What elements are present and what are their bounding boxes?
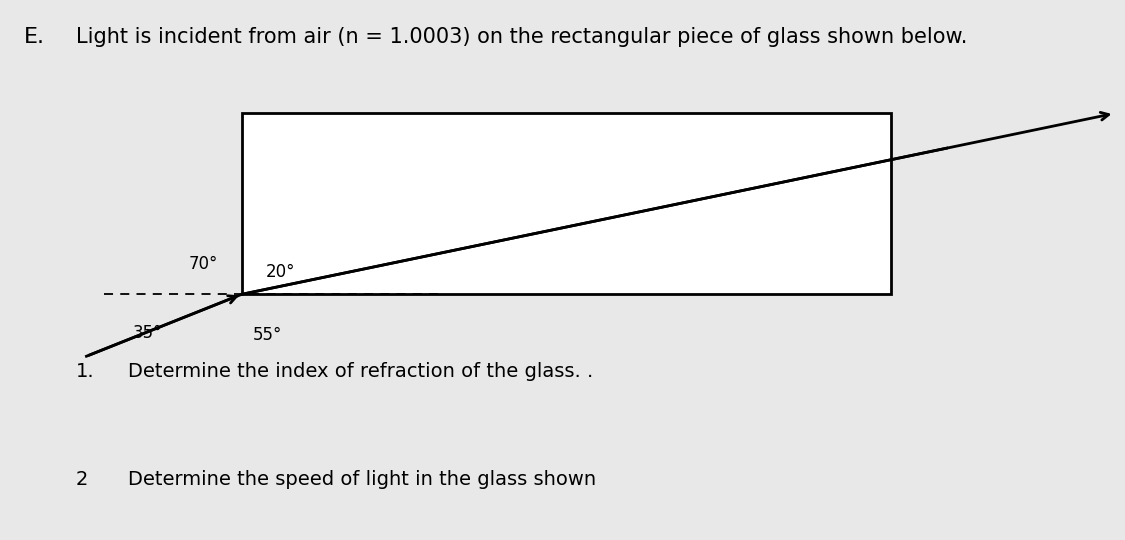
Text: E.: E. [24, 27, 45, 47]
Text: Determine the speed of light in the glass shown: Determine the speed of light in the glas… [128, 470, 596, 489]
Bar [242, 113, 891, 294]
Text: 35°: 35° [133, 324, 162, 342]
Text: 20°: 20° [266, 263, 295, 281]
Text: 55°: 55° [253, 326, 282, 343]
Text: Light is incident from air (n = 1.0003) on the rectangular piece of glass shown : Light is incident from air (n = 1.0003) … [75, 27, 967, 47]
Text: 1.: 1. [75, 362, 94, 381]
Text: 70°: 70° [189, 255, 218, 273]
Text: Determine the index of refraction of the glass. .: Determine the index of refraction of the… [128, 362, 593, 381]
Text: 2: 2 [75, 470, 88, 489]
